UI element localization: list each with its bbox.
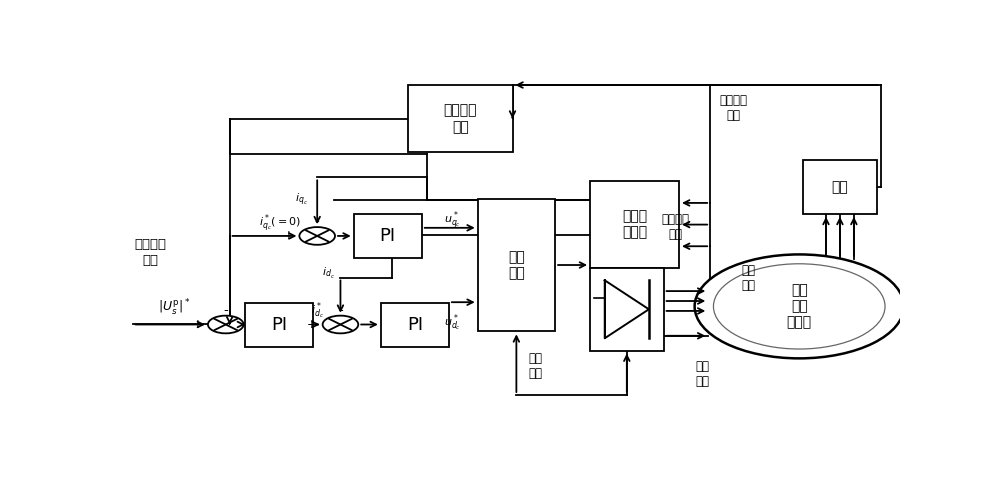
Text: PI: PI [271, 316, 287, 334]
Text: $i_{q_c}$: $i_{q_c}$ [295, 191, 308, 208]
Text: $i_{d_c}$: $i_{d_c}$ [322, 266, 335, 281]
Text: +: + [307, 318, 317, 331]
Text: $i_{q_c}^*(=0)$: $i_{q_c}^*(=0)$ [259, 212, 301, 234]
Text: -: - [223, 304, 228, 317]
Circle shape [695, 254, 904, 358]
Text: -: - [338, 304, 343, 317]
Text: $u_{q_c}^*$: $u_{q_c}^*$ [444, 210, 460, 232]
FancyBboxPatch shape [408, 85, 512, 152]
Circle shape [208, 316, 244, 334]
Text: 电压幅值
计算: 电压幅值 计算 [443, 104, 477, 134]
Text: 电机变
量计算: 电机变 量计算 [622, 210, 647, 240]
FancyBboxPatch shape [381, 302, 449, 347]
Text: $i_{d_c}^*$: $i_{d_c}^*$ [311, 300, 324, 320]
Text: 功率
绕组: 功率 绕组 [742, 264, 756, 291]
Text: $|U_s^{\rm p}|^*$: $|U_s^{\rm p}|^*$ [158, 298, 190, 318]
Text: 电压电流
采样: 电压电流 采样 [719, 94, 747, 122]
FancyBboxPatch shape [354, 214, 422, 258]
Text: 负载: 负载 [832, 180, 848, 194]
FancyBboxPatch shape [590, 182, 679, 268]
Text: 电压电流
采样: 电压电流 采样 [661, 214, 689, 242]
Text: +: + [192, 318, 202, 331]
FancyBboxPatch shape [245, 302, 313, 347]
Circle shape [323, 316, 358, 334]
Text: PI: PI [380, 227, 396, 245]
FancyBboxPatch shape [803, 160, 877, 214]
Text: 电压幅值
给定: 电压幅值 给定 [135, 238, 167, 266]
Circle shape [299, 227, 335, 245]
FancyBboxPatch shape [478, 198, 555, 332]
Text: 控制
绕组: 控制 绕组 [695, 360, 709, 388]
Text: 无刷
双馈
发电机: 无刷 双馈 发电机 [787, 283, 812, 330]
Circle shape [713, 264, 885, 349]
Text: 矢量
控制: 矢量 控制 [508, 250, 525, 280]
FancyBboxPatch shape [590, 268, 664, 350]
Text: -: - [315, 216, 320, 228]
Text: +: + [284, 230, 294, 242]
Text: PI: PI [407, 316, 423, 334]
Text: 转速
测量: 转速 测量 [529, 352, 543, 380]
Text: $u_{d_c}^*$: $u_{d_c}^*$ [444, 312, 460, 333]
